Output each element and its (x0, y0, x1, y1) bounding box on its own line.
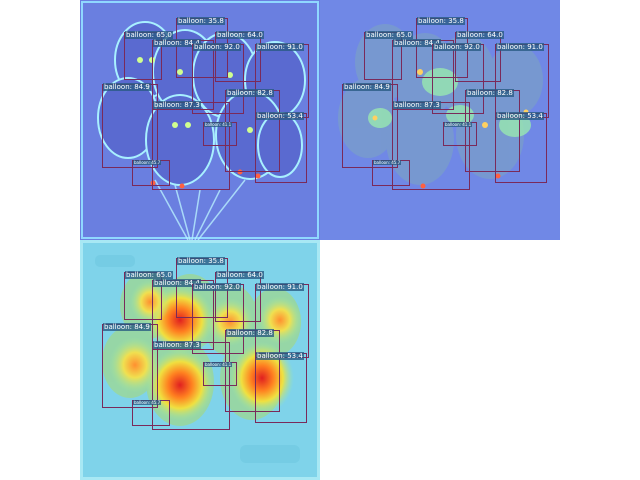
detection-label: balloon: 87.3 (153, 341, 201, 349)
detection-label: balloon: 35.8 (177, 257, 225, 265)
detection-label: balloon: 35.8 (177, 17, 225, 25)
detection-box (102, 84, 158, 168)
detection-box (342, 84, 398, 168)
panel-original: balloon: 35.8 balloon: 65.0 balloon: 64.0 b… (80, 0, 320, 240)
detection-label: balloon: 84.4 (153, 279, 201, 287)
detection-label: balloon: 53.4 (496, 112, 544, 120)
detection-label: balloon: 65.0 (125, 271, 173, 279)
detection-label: balloon: 84.9 (103, 83, 151, 91)
detection-label: balloon: 53.4 (256, 352, 304, 360)
detection-label: balloon: 41.1 (444, 122, 473, 127)
detection-label: balloon: 92.0 (193, 283, 241, 291)
panel-lowres: balloon: 35.8 balloon: 65.0 balloon: 64.0 b… (320, 0, 560, 240)
detection-label: balloon: 84.9 (103, 323, 151, 331)
detection-box (255, 113, 307, 183)
detection-label: balloon: 84.4 (393, 39, 441, 47)
detection-label: balloon: 82.8 (226, 329, 274, 337)
detection-label: balloon: 65.0 (365, 31, 413, 39)
detection-label: balloon: 35.8 (417, 17, 465, 25)
detection-label: balloon: 91.0 (496, 43, 544, 51)
detection-label: balloon: 41.1 (204, 122, 233, 127)
detection-label: balloon: 84.9 (343, 83, 391, 91)
detection-label: balloon: 91.0 (256, 283, 304, 291)
detection-label: balloon: 53.4 (256, 112, 304, 120)
detection-label: balloon: 41.1 (204, 362, 233, 367)
detection-label: balloon: 45.7 (133, 160, 162, 165)
detection-label: balloon: 91.0 (256, 43, 304, 51)
detection-label: balloon: 45.7 (373, 160, 402, 165)
detection-label: balloon: 64.0 (216, 271, 264, 279)
detection-label: balloon: 82.8 (466, 89, 514, 97)
detection-label: balloon: 64.0 (456, 31, 504, 39)
detection-label: balloon: 45.7 (133, 400, 162, 405)
detection-box (255, 353, 307, 423)
panel-heatmap: balloon: 35.8 balloon: 65.0 balloon: 64.0 b… (80, 240, 320, 480)
detection-label: balloon: 64.0 (216, 31, 264, 39)
detection-label: balloon: 87.3 (153, 101, 201, 109)
detection-label: balloon: 82.8 (226, 89, 274, 97)
detection-label: balloon: 92.0 (193, 43, 241, 51)
detection-label: balloon: 65.0 (125, 31, 173, 39)
detection-label: balloon: 92.0 (433, 43, 481, 51)
detection-box (102, 324, 158, 408)
detection-label: balloon: 87.3 (393, 101, 441, 109)
detection-label: balloon: 84.4 (153, 39, 201, 47)
detection-box (495, 113, 547, 183)
